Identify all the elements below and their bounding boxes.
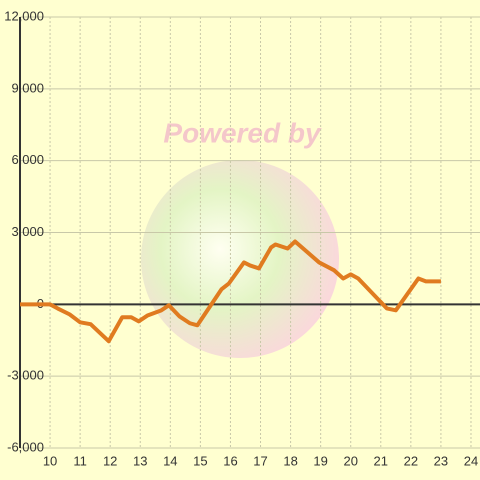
x-tick-label: 17 [253,453,267,468]
x-tick-label: 24 [464,453,478,468]
y-tick-label: -3,000 [7,368,44,383]
x-tick-label: 21 [374,453,388,468]
x-tick-label: 10 [43,453,57,468]
y-tick-label: -6,000 [7,439,44,454]
x-tick-label: 16 [223,453,237,468]
line [20,239,441,344]
x-tick-label: 19 [313,453,327,468]
y-tick-label: 9,000 [11,80,44,95]
watermark: Powered by [163,117,322,148]
x-tick-label: 12 [103,453,117,468]
x-tick-label: 14 [163,453,177,468]
x-tick-label: 22 [404,453,418,468]
watermark-logo [141,160,339,358]
y-tick-label: 6,000 [11,152,44,167]
y-tick-label: 3,000 [11,224,44,239]
x-tick-label: 23 [434,453,448,468]
x-tick-label: 15 [193,453,207,468]
x-tick-label: 18 [283,453,297,468]
x-tick-label: 20 [343,453,357,468]
x-tick-label: 13 [133,453,147,468]
x-tick-label: 11 [73,453,87,468]
y-tick-label: 12,000 [4,8,44,23]
